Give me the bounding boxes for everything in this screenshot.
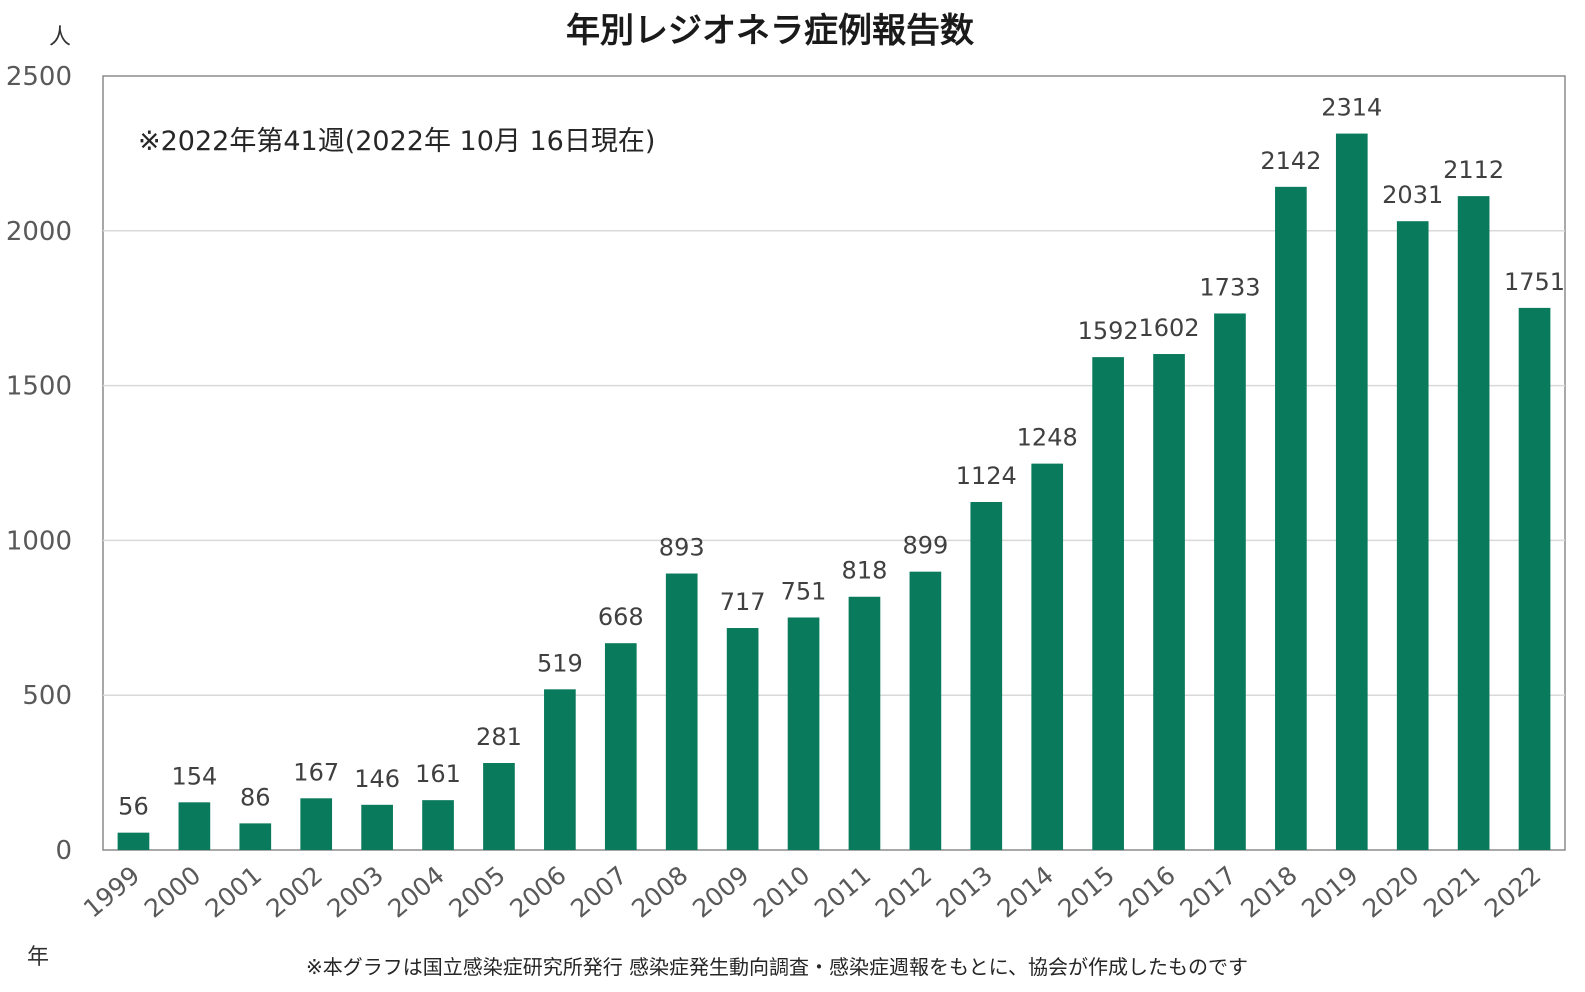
data-label: 1124 xyxy=(956,462,1017,490)
x-tick-label: 2021 xyxy=(1418,860,1485,923)
bar xyxy=(1092,357,1124,850)
x-tick-label: 2004 xyxy=(383,860,450,923)
x-axis-ticks: 1999200020012002200320042005200620072008… xyxy=(78,860,1546,923)
x-tick-label: 2015 xyxy=(1053,860,1120,923)
data-label: 818 xyxy=(842,557,888,585)
bar xyxy=(178,802,211,850)
y-tick-label: 2000 xyxy=(6,217,72,247)
bar xyxy=(1457,196,1490,850)
x-tick-label: 2022 xyxy=(1479,860,1546,923)
data-label: 893 xyxy=(659,534,705,562)
source-note: ※本グラフは国立感染症研究所発行 感染症発生動向調査・感染症週報をもとに、協会が… xyxy=(306,955,1248,979)
data-label: 281 xyxy=(476,723,522,751)
x-tick-label: 2020 xyxy=(1357,860,1424,923)
x-tick-label: 2011 xyxy=(809,860,876,923)
bar xyxy=(665,573,698,850)
data-label: 751 xyxy=(781,577,827,605)
y-tick-label: 2500 xyxy=(6,62,72,92)
bar xyxy=(1031,463,1064,850)
x-tick-label: 2010 xyxy=(748,860,815,923)
data-label: 2314 xyxy=(1321,94,1382,122)
data-label: 167 xyxy=(293,758,339,786)
chart-annotation: ※2022年第41週(2022年 10月 16日現在) xyxy=(138,126,655,157)
bar xyxy=(1275,186,1307,851)
data-label: 1733 xyxy=(1199,273,1260,301)
data-label: 86 xyxy=(240,783,271,811)
chart-title: 年別レジオネラ症例報告数 xyxy=(566,11,974,51)
x-tick-label: 2008 xyxy=(626,860,693,923)
y-tick-label: 0 xyxy=(55,836,72,866)
y-tick-label: 1000 xyxy=(6,526,72,556)
data-label: 1751 xyxy=(1504,268,1565,296)
data-label: 717 xyxy=(720,588,766,616)
y-axis-unit-label: 人 xyxy=(49,25,71,50)
y-tick-label: 500 xyxy=(22,681,72,711)
data-labels: 56 154 86 167 146 161 281 519 668 893 717 751 818 899… xyxy=(118,94,1565,821)
bar xyxy=(361,804,393,850)
x-tick-label: 2002 xyxy=(261,860,328,923)
x-tick-label: 2016 xyxy=(1114,860,1181,923)
data-label: 56 xyxy=(118,793,149,821)
bar xyxy=(604,643,637,850)
bar xyxy=(300,798,333,850)
bar xyxy=(239,823,272,850)
data-label: 2142 xyxy=(1260,147,1321,175)
data-label: 161 xyxy=(415,760,461,788)
bar xyxy=(1396,221,1429,850)
bar xyxy=(483,763,515,850)
data-label: 2112 xyxy=(1443,156,1504,184)
x-tick-label: 2013 xyxy=(931,860,998,923)
bar xyxy=(1214,313,1246,850)
x-axis-unit-label: 年 xyxy=(27,945,49,970)
data-label: 899 xyxy=(902,532,948,560)
bar xyxy=(787,617,820,850)
data-label: 519 xyxy=(537,649,583,677)
bar xyxy=(1518,307,1551,851)
x-tick-label: 2000 xyxy=(139,860,206,923)
bars xyxy=(117,133,1551,851)
x-tick-label: 2003 xyxy=(322,860,389,923)
bar xyxy=(909,571,942,850)
plot-area xyxy=(102,75,1566,851)
data-label: 2031 xyxy=(1382,181,1443,209)
bar xyxy=(726,628,759,850)
bar xyxy=(1335,133,1368,851)
bar xyxy=(422,800,454,850)
data-label: 154 xyxy=(171,762,217,790)
x-tick-label: 2005 xyxy=(443,860,510,923)
data-label: 1592 xyxy=(1078,317,1139,345)
x-tick-label: 2001 xyxy=(200,860,267,923)
data-label: 1602 xyxy=(1139,314,1200,342)
x-tick-label: 2006 xyxy=(504,860,571,923)
x-tick-label: 2018 xyxy=(1235,860,1302,923)
data-label: 146 xyxy=(354,765,400,793)
x-tick-label: 2017 xyxy=(1174,860,1241,923)
x-tick-label: 2014 xyxy=(992,860,1059,923)
x-tick-label: 2012 xyxy=(870,860,937,923)
x-tick-label: 2007 xyxy=(565,860,632,923)
bar xyxy=(117,832,150,850)
y-tick-label: 1500 xyxy=(6,372,72,402)
bar xyxy=(848,596,881,850)
data-label: 1248 xyxy=(1017,424,1078,452)
bar xyxy=(970,502,1003,850)
data-label: 668 xyxy=(598,603,644,631)
x-tick-label: 2019 xyxy=(1296,860,1363,923)
gridlines xyxy=(103,230,1565,696)
x-tick-label: 1999 xyxy=(78,860,145,923)
y-axis-ticks: 0 500 1000 1500 2000 2500 xyxy=(6,62,72,866)
bar xyxy=(1153,354,1185,850)
bar xyxy=(544,689,576,850)
x-tick-label: 2009 xyxy=(687,860,754,923)
